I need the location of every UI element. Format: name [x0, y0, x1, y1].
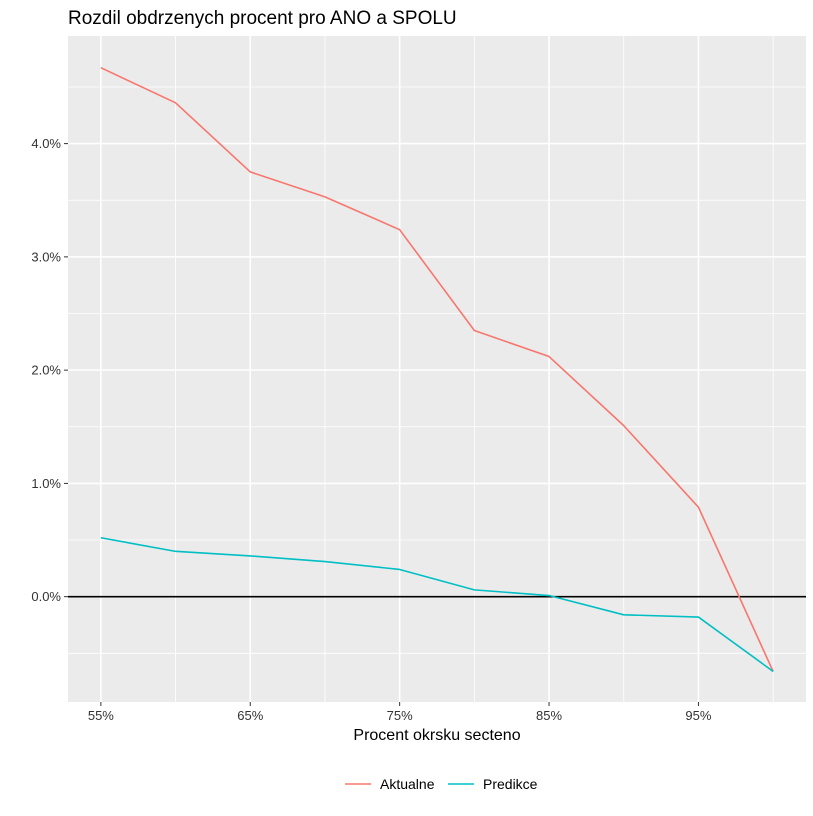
legend-label-predikce: Predikce	[483, 776, 538, 792]
legend: Aktualne Predikce	[345, 776, 538, 792]
y-axis: 0.0% 1.0% 2.0% 3.0% 4.0%	[31, 136, 68, 604]
y-tick-label: 3.0%	[31, 249, 61, 264]
x-axis-title: Procent okrsku secteno	[353, 727, 520, 744]
x-axis: 55% 65% 75% 85% 95%	[88, 702, 712, 723]
grid-minor	[68, 36, 806, 702]
y-tick-label: 0.0%	[31, 589, 61, 604]
x-tick-label: 75%	[387, 708, 413, 723]
x-tick-label: 95%	[685, 708, 711, 723]
x-tick-label: 85%	[536, 708, 562, 723]
x-tick-label: 65%	[237, 708, 263, 723]
plot-panel	[68, 36, 806, 702]
y-tick-label: 2.0%	[31, 363, 61, 378]
y-tick-label: 4.0%	[31, 136, 61, 151]
series-line-predikce	[100, 536, 774, 673]
x-tick-label: 55%	[88, 708, 114, 723]
series-line-aktualne	[100, 66, 774, 672]
chart-title: Rozdil obdrzenych procent pro ANO a SPOL…	[68, 8, 457, 29]
y-tick-label: 1.0%	[31, 476, 61, 491]
series-lines	[100, 66, 774, 673]
legend-label-aktualne: Aktualne	[380, 776, 435, 792]
